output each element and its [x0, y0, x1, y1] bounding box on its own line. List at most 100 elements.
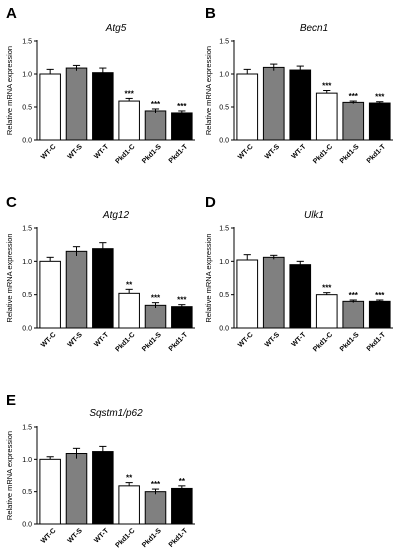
error-bar — [72, 447, 81, 459]
y-tick-label: 0.0 — [22, 326, 32, 333]
x-tick-label: WT-S — [264, 331, 282, 349]
chart-title: Ulk1 — [304, 210, 324, 221]
bar-pkd1-t — [368, 300, 391, 329]
y-tick-label: 0.5 — [22, 105, 32, 112]
x-tick-label: Pkd1-S — [141, 143, 163, 165]
error-bar — [270, 63, 278, 71]
significance-label: ** — [126, 474, 133, 483]
error-bar — [125, 288, 133, 294]
significance-label: *** — [349, 291, 359, 300]
panel-letter: B — [205, 5, 216, 22]
bar-pkd1-t — [171, 112, 193, 141]
y-tick-label: 1.0 — [219, 72, 229, 79]
bar-pkd1-s — [144, 304, 167, 329]
error-bar — [125, 97, 133, 102]
y-axis-label: Relative mRNA expression — [5, 233, 14, 322]
error-bar — [178, 485, 186, 492]
error-bar — [323, 90, 331, 94]
significance-label: ** — [179, 477, 186, 486]
y-tick-label: 1.5 — [219, 226, 229, 233]
error-bar — [349, 100, 357, 104]
error-bar — [99, 67, 107, 78]
significance-label: *** — [151, 480, 161, 489]
bar-wt-s — [262, 66, 285, 141]
x-tick-label: WT-C — [40, 331, 58, 349]
x-tick-label: Pkd1-S — [141, 527, 163, 549]
x-tick-label: Pkd1-T — [168, 527, 190, 549]
x-tick-label: Pkd1-C — [312, 143, 334, 165]
y-axis-label: Relative mRNA expression — [5, 431, 14, 520]
significance-label: *** — [124, 89, 134, 98]
error-bar — [151, 108, 160, 113]
significance-label: *** — [349, 92, 359, 101]
panel-C: C Atg12 Relative mRNA expression 0.0 0.5 1.0 1… — [5, 194, 195, 353]
y-tick-label: 1.0 — [22, 457, 32, 464]
x-tick-label: WT-T — [291, 143, 309, 161]
bar-wt-c — [39, 73, 61, 141]
y-tick-label: 1.5 — [22, 425, 32, 432]
panel-letter: C — [6, 194, 17, 211]
bar-wt-t — [92, 248, 114, 329]
y-tick-label: 0.0 — [219, 326, 229, 333]
x-tick-label: WT-T — [291, 331, 309, 349]
bar-pkd1-c — [118, 100, 140, 141]
x-tick-label: Pkd1-S — [339, 143, 361, 165]
significance-label: *** — [177, 102, 187, 111]
error-bar — [270, 254, 278, 260]
panel-letter: D — [205, 194, 216, 211]
y-tick-label: 0.0 — [22, 522, 32, 529]
bar-pkd1-t — [368, 102, 391, 141]
bar-wt-t — [92, 72, 114, 141]
y-tick-label: 0.5 — [219, 292, 229, 299]
chart-title: Becn1 — [300, 23, 328, 34]
x-tick-label: WT-S — [264, 143, 282, 161]
error-bar — [46, 256, 54, 262]
bar-wt-c — [39, 458, 61, 525]
error-bar — [296, 260, 304, 268]
error-bar — [376, 299, 384, 303]
chart-title: Atg12 — [102, 210, 130, 221]
bar-wt-t — [92, 451, 114, 525]
x-tick-label: WT-S — [67, 331, 85, 349]
bar-pkd1-t — [171, 487, 193, 525]
bar-wt-c — [236, 259, 259, 329]
bar-wt-c — [39, 260, 61, 329]
y-tick-label: 1.0 — [22, 72, 32, 79]
y-tick-label: 0.5 — [22, 489, 32, 496]
x-tick-label: WT-C — [40, 143, 58, 161]
y-tick-label: 0.0 — [219, 138, 229, 145]
x-tick-label: Pkd1-T — [366, 143, 388, 165]
error-bar — [72, 64, 81, 71]
y-tick-label: 1.5 — [22, 39, 32, 46]
error-bar — [376, 101, 384, 105]
y-tick-label: 0.0 — [22, 138, 32, 145]
x-tick-label: WT-S — [67, 143, 85, 161]
chart-title: Sqstm1/p62 — [89, 408, 143, 419]
x-tick-label: Pkd1-S — [339, 331, 361, 353]
panel-E: E Sqstm1/p62 Relative mRNA expression 0.0 0.… — [5, 392, 195, 549]
x-tick-label: Pkd1-C — [312, 331, 334, 353]
bar-pkd1-t — [171, 306, 193, 329]
x-tick-label: Pkd1-C — [115, 527, 137, 549]
panel-A: A Atg5 Relative mRNA expression 0.0 0.5 1.0 1.… — [5, 5, 195, 165]
significance-label: *** — [151, 294, 161, 303]
bar-wt-s — [65, 453, 88, 525]
bar-wt-s — [262, 256, 285, 329]
error-bar — [151, 302, 160, 308]
significance-label: *** — [322, 284, 332, 293]
significance-label: *** — [375, 291, 385, 300]
bar-wt-s — [65, 67, 88, 141]
error-bar — [72, 246, 81, 256]
error-bar — [243, 68, 251, 74]
x-tick-label: Pkd1-T — [168, 331, 190, 353]
y-tick-label: 1.5 — [22, 226, 32, 233]
x-tick-label: Pkd1-T — [366, 331, 388, 353]
bar-wt-t — [289, 264, 312, 329]
bar-wt-c — [236, 73, 259, 141]
error-bar — [46, 456, 54, 460]
y-tick-label: 0.5 — [22, 292, 32, 299]
panel-letter: A — [6, 5, 17, 22]
x-tick-label: WT-C — [237, 143, 255, 161]
y-tick-label: 1.0 — [22, 259, 32, 266]
significance-label: ** — [126, 280, 133, 289]
